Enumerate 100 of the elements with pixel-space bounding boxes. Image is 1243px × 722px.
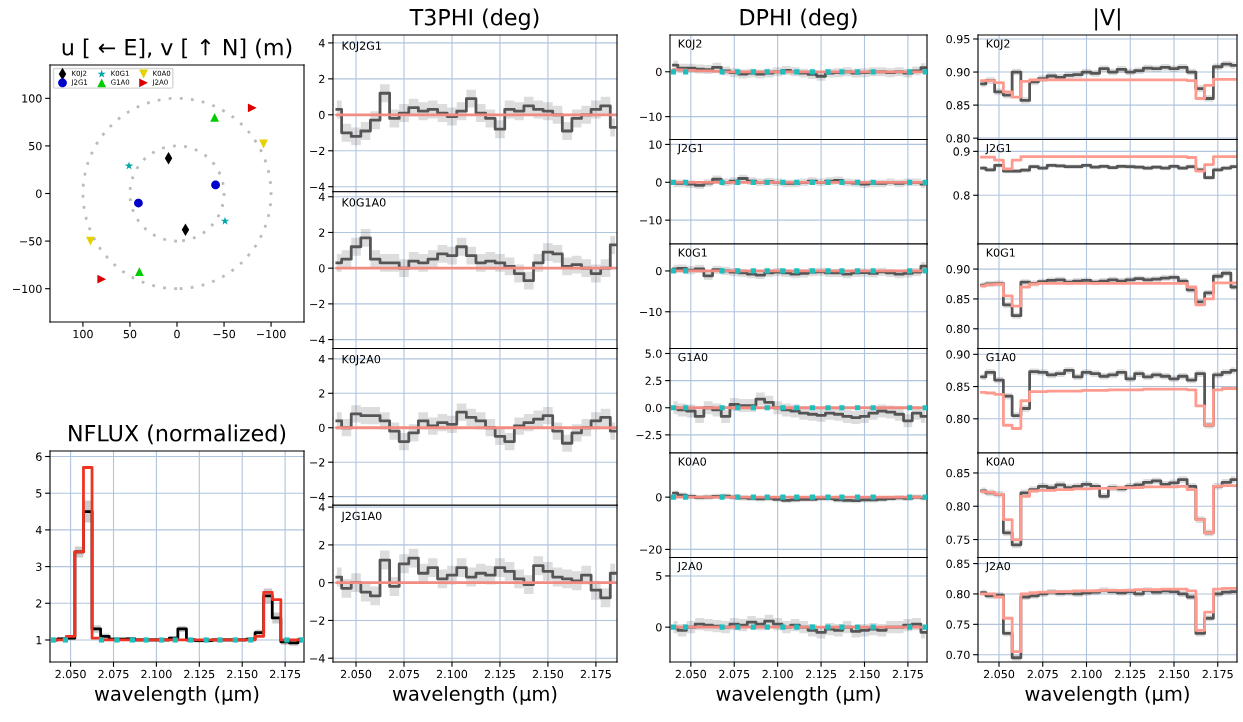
y-tick-label: 0.70 (946, 650, 970, 660)
y-tick-label: 0.80 (946, 324, 970, 334)
y-tick-label: 4 (318, 192, 325, 201)
y-tick-label: 2 (319, 540, 325, 550)
y-tick-label: 10 (649, 140, 662, 149)
y-tick-label: 0.0 (645, 403, 662, 413)
x-tick-label: 2.100 (436, 669, 468, 679)
chart-title: u [ ← E], v [ ↑ N] (m) (62, 38, 292, 59)
chart-title: |V| (1095, 8, 1120, 31)
y-tick-label: 0.75 (946, 535, 970, 544)
series-label: J2G1 (985, 143, 1011, 155)
y-tick-label: −2 (310, 458, 325, 467)
y-tick-label: 0 (319, 578, 325, 588)
y-tick-label: 0 (656, 623, 662, 632)
x-tick-label: 2.050 (55, 669, 86, 679)
y-tick-label: 0.85 (946, 101, 970, 110)
point (134, 267, 144, 276)
x-axis-title: wavelength (μm) (392, 685, 557, 705)
y-tick-label: 0.80 (946, 589, 970, 599)
y-tick-label: 0.80 (946, 134, 970, 143)
x-tick-label: 2.150 (849, 669, 880, 679)
x-tick-label: 2.125 (805, 669, 837, 679)
x-tick-label: 2.150 (227, 669, 258, 679)
y-tick-label: 0.85 (946, 559, 970, 568)
x-axis-title: wavelength (μm) (1025, 685, 1189, 705)
x-tick-label: 2.175 (892, 669, 923, 679)
y-tick-label: 4 (35, 526, 42, 535)
chart-title: NFLUX (normalized) (69, 424, 286, 445)
y-tick-label: 0 (319, 423, 325, 433)
y-tick-label: 6 (36, 452, 42, 461)
y-tick-label: 5.0 (645, 349, 662, 358)
y-tick-label: 1 (36, 636, 42, 645)
y-tick-label: 5 (36, 489, 42, 498)
x-tick-label: 0 (174, 329, 180, 339)
series-label: K0J2 (678, 39, 702, 50)
y-tick-label: −4 (310, 492, 325, 501)
y-tick-label: 2.5 (645, 376, 662, 385)
point (97, 274, 107, 284)
text: K0G1A0 (342, 198, 386, 207)
y-tick-label: 5 (656, 572, 662, 581)
x-axis-title: wavelength (μm) (716, 685, 880, 705)
y-tick-label: −10 (640, 216, 662, 225)
x-tick-label: 100 (73, 329, 93, 339)
y-tick-label: 0.85 (946, 468, 970, 478)
chart-title: DPHI (deg) (740, 8, 857, 30)
y-tick-label: 0.9 (953, 147, 970, 156)
y-tick-label: 4 (318, 39, 325, 48)
y-tick-label: 2 (36, 599, 42, 608)
x-tick-label: 2.125 (184, 669, 215, 679)
y-tick-label: 0.8 (953, 191, 970, 200)
series-label: G1A0 (986, 352, 1016, 362)
y-tick-label: −10 (640, 307, 662, 317)
x-tick-label: 2.075 (98, 669, 129, 679)
y-tick-label: −4 (310, 654, 325, 663)
y-tick-label: −10 (640, 112, 662, 122)
series-label: K0G1 (678, 248, 707, 257)
y-tick-label: 0.85 (946, 294, 970, 304)
chart-title: T3PHI (deg) (409, 8, 539, 30)
y-tick-label: −2 (310, 146, 325, 155)
y-tick-label: 100 (22, 94, 42, 103)
x-tick-label: −50 (213, 329, 236, 339)
x-tick-label: 2.175 (270, 669, 301, 679)
x-tick-label: −100 (256, 329, 286, 339)
point (211, 180, 220, 190)
y-tick-label: 0.75 (946, 620, 970, 629)
x-tick-label: 2.075 (719, 669, 750, 679)
y-tick-label: 2 (319, 389, 325, 398)
x-tick-label: 2.050 (983, 669, 1015, 679)
y-tick-label: 0 (656, 67, 662, 77)
x-tick-label: 2.150 (1158, 669, 1190, 679)
y-tick-label: −20 (640, 545, 662, 554)
y-tick-label: −4 (310, 335, 325, 344)
y-tick-label: 4 (318, 354, 325, 364)
point (124, 161, 134, 170)
y-tick-label: −2.5 (636, 430, 662, 440)
y-tick-label: −100 (13, 284, 42, 294)
x-tick-label: 2.175 (1202, 669, 1233, 679)
y-tick-label: 0.85 (946, 382, 970, 391)
x-tick-label: 50 (123, 329, 137, 339)
point (220, 216, 230, 225)
point (134, 198, 143, 208)
x-tick-label: 2.175 (580, 669, 611, 679)
point (210, 112, 220, 122)
y-tick-label: −4 (310, 182, 325, 191)
y-tick-label: 2 (319, 228, 325, 237)
y-tick-label: −2 (310, 299, 325, 309)
x-tick-label: 2.050 (675, 669, 706, 679)
text: K0J2A0 (342, 354, 381, 366)
text: J2G1A0 (340, 511, 382, 523)
x-tick-label: 2.150 (532, 669, 564, 679)
point (247, 103, 257, 113)
x-tick-label: 2.125 (484, 669, 515, 679)
y-tick-label: 0.80 (946, 414, 970, 424)
text: K0G1 (986, 248, 1015, 257)
y-tick-label: 0 (656, 178, 662, 187)
y-tick-label: 0.90 (946, 68, 970, 77)
y-tick-label: −2 (310, 616, 325, 625)
text: K0A0 (678, 457, 706, 466)
text: K0J2 (986, 39, 1010, 50)
series-label: J2A0 (985, 561, 1011, 573)
